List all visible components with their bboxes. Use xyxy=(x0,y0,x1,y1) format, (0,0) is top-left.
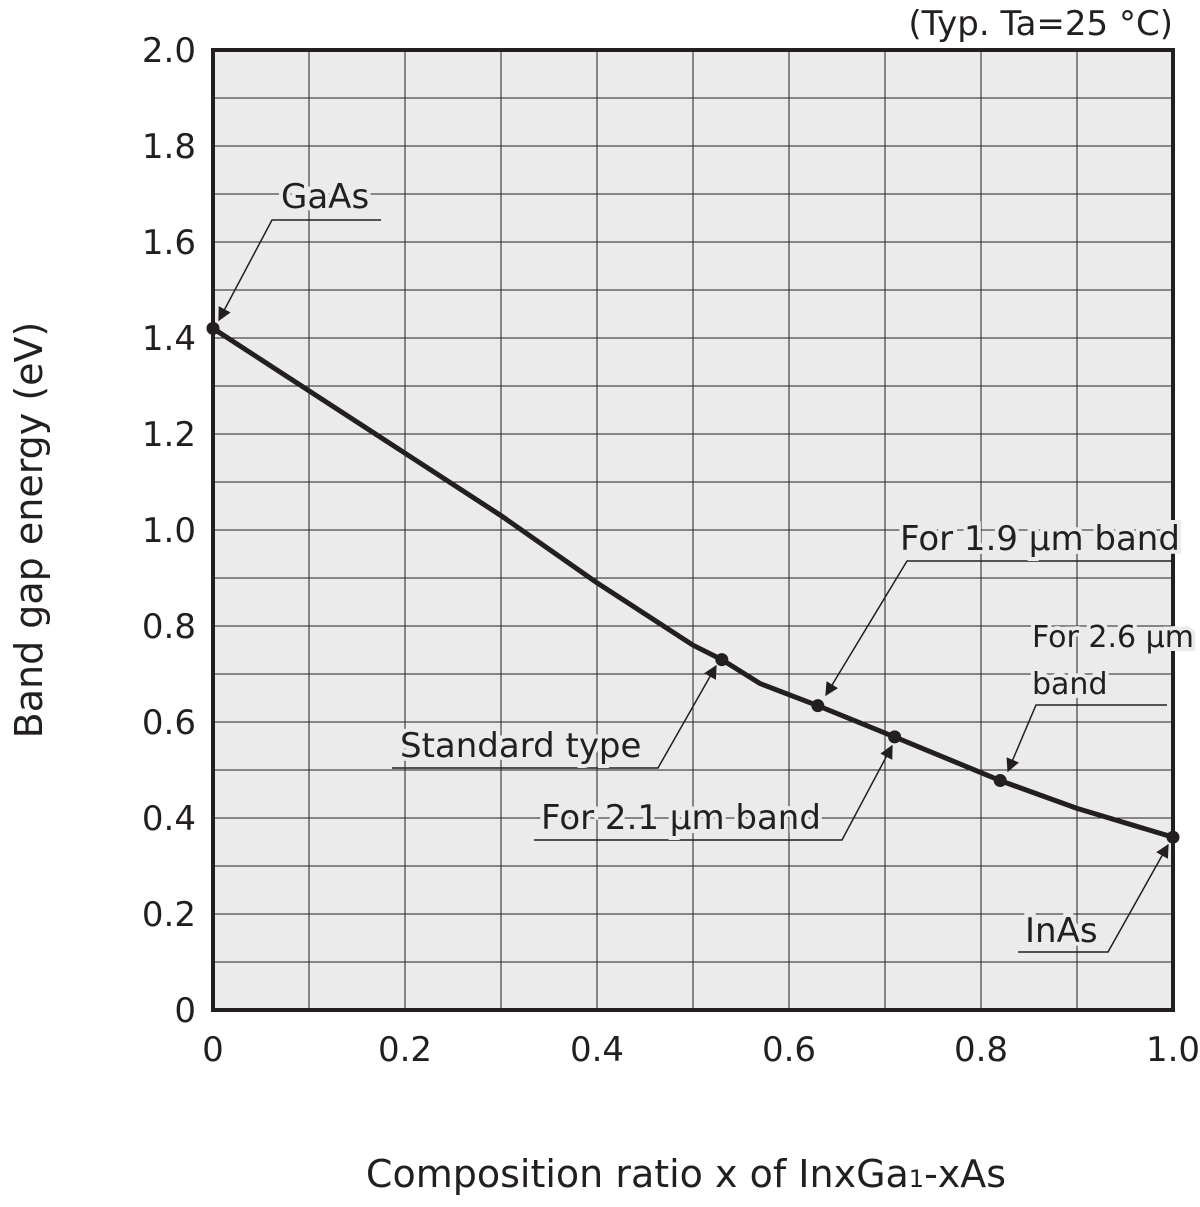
x-axis-label-tail: -xAs xyxy=(924,1152,1006,1196)
band26-label-line1: For 2.6 µm xyxy=(1032,620,1194,655)
x-tick-label: 0.4 xyxy=(570,1030,624,1070)
grid xyxy=(213,50,1173,1010)
x-axis-label-subscript: 1 xyxy=(909,1165,924,1193)
data-point xyxy=(993,774,1007,788)
condition-note: (Typ. Ta=25 °C) xyxy=(908,4,1173,44)
band19-leader xyxy=(825,560,1172,697)
annotation-leaders xyxy=(218,219,1172,953)
inas-label: InAs xyxy=(1025,911,1098,951)
y-tick-label: 1.6 xyxy=(142,223,196,263)
y-tick-label: 0.8 xyxy=(142,607,196,647)
y-tick-label: 1.8 xyxy=(142,127,196,167)
gaas-leader xyxy=(218,219,381,322)
y-tick-label: 1.2 xyxy=(142,415,196,455)
y-tick-label: 1.0 xyxy=(142,511,196,551)
y-tick-label: 2.0 xyxy=(142,31,196,71)
standard-type-label: Standard type xyxy=(400,726,641,766)
band21-label: For 2.1 µm band xyxy=(541,798,821,838)
x-tick-label: 0.6 xyxy=(762,1030,816,1070)
data-point xyxy=(811,699,825,713)
x-tick-label: 1.0 xyxy=(1146,1030,1200,1070)
data-point xyxy=(715,653,729,667)
band19-label: For 1.9 µm band xyxy=(900,519,1180,559)
y-tick-label: 0 xyxy=(174,991,196,1031)
annotation-labels: GaAs Standard type For 1.9 µm band For 2… xyxy=(277,173,1198,955)
y-axis-label: Band gap energy (eV) xyxy=(7,322,51,739)
x-axis-ticks: 0 0.2 0.4 0.6 0.8 1.0 xyxy=(202,1030,1200,1070)
data-point xyxy=(888,730,902,744)
y-tick-label: 1.4 xyxy=(142,319,196,359)
inas-leader xyxy=(1018,843,1169,953)
x-tick-label: 0 xyxy=(202,1030,224,1070)
data-point xyxy=(1166,830,1180,844)
x-tick-label: 0.2 xyxy=(378,1030,432,1070)
x-axis-label: Composition ratio x of InxGa1-xAs xyxy=(366,1152,1006,1196)
band21-leader xyxy=(534,744,893,841)
y-axis-ticks: 0 0.2 0.4 0.6 0.8 1.0 1.2 1.4 1.6 1.8 2.0 xyxy=(142,31,196,1031)
data-points xyxy=(206,321,1180,844)
band26-label-line2: band xyxy=(1032,667,1107,702)
x-axis-label-main: Composition ratio x of InxGa xyxy=(366,1152,909,1196)
standard-leader xyxy=(392,664,717,769)
y-tick-label: 0.2 xyxy=(142,895,196,935)
plot-frame xyxy=(211,48,1175,1012)
data-point xyxy=(206,321,220,335)
band26-leader xyxy=(1006,704,1167,773)
y-tick-label: 0.4 xyxy=(142,799,196,839)
gaas-label: GaAs xyxy=(281,177,369,217)
y-tick-label: 0.6 xyxy=(142,703,196,743)
x-tick-label: 0.8 xyxy=(954,1030,1008,1070)
